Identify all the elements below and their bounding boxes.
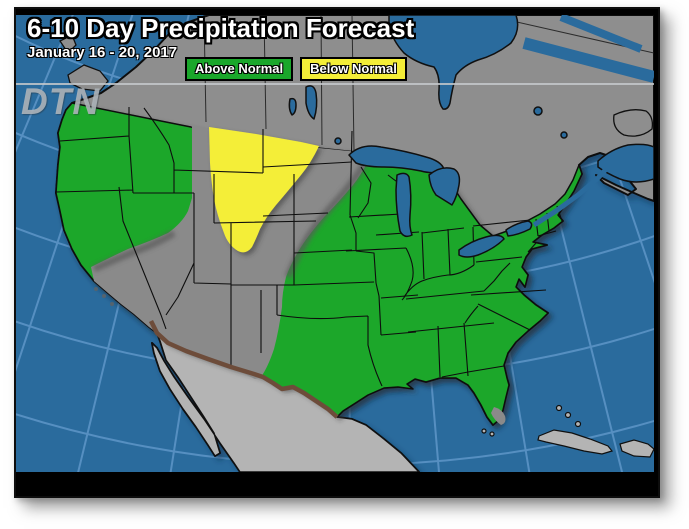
canada-lake-dot-1: [533, 106, 543, 116]
florida-keys-dot-1: [481, 428, 487, 434]
gulf-st-lawrence: [597, 143, 654, 183]
lakes-group: [288, 15, 654, 258]
florida-keys-dot-2: [489, 431, 495, 437]
state-borders: [55, 107, 563, 387]
newfoundland-island: [613, 109, 654, 137]
forecast-date-range: January 16 - 20, 2017: [27, 44, 178, 61]
florida-tip-normal: [491, 407, 506, 425]
lake-of-the-woods: [334, 137, 342, 145]
legend-below-normal: Below Normal: [300, 57, 407, 81]
top-black-bar: [16, 9, 658, 15]
forecast-map-window: 6-10 Day Precipitation Forecast January …: [14, 7, 660, 498]
legend-above-normal-label: Above Normal: [195, 61, 284, 76]
lake-winnipeg: [305, 85, 318, 120]
hudson-strait: [522, 37, 654, 83]
legend-below-normal-label: Below Normal: [310, 61, 397, 76]
region-normal-band: [91, 124, 368, 379]
map-content: 6-10 Day Precipitation Forecast January …: [16, 15, 654, 472]
hispaniola-island: [619, 439, 654, 458]
bahamas-dot-3: [574, 420, 582, 428]
bahamas-dot-2: [564, 411, 572, 419]
cuba-island: [537, 429, 614, 455]
arctic-channel: [559, 15, 643, 53]
lake-huron: [428, 167, 461, 206]
channel-islands: [94, 287, 114, 306]
water-channels: [522, 15, 654, 228]
dtn-logo: DTN: [21, 81, 101, 122]
caribbean-islands: [481, 404, 654, 458]
us-mexico-border-brown: [148, 319, 339, 419]
bottom-black-bar: [16, 472, 658, 492]
lake-ontario: [505, 220, 533, 237]
legend-above-normal: Above Normal: [185, 57, 294, 81]
lake-small-1: [288, 97, 297, 116]
page-title: 6-10 Day Precipitation Forecast: [27, 15, 415, 43]
band-shade-stripe: [92, 161, 368, 279]
st-lawrence-river: [532, 165, 610, 228]
screenshot-seam-line: [16, 83, 654, 85]
canada-lake-dot-2: [560, 131, 568, 139]
lake-michigan: [395, 172, 413, 238]
north-america-forecast-map: [16, 15, 654, 472]
hudson-bay: [388, 15, 519, 110]
legend: Above Normal Below Normal: [185, 57, 407, 81]
bahamas-dot-1: [555, 404, 563, 412]
lake-erie: [458, 234, 505, 258]
region-below-normal: [209, 127, 319, 253]
